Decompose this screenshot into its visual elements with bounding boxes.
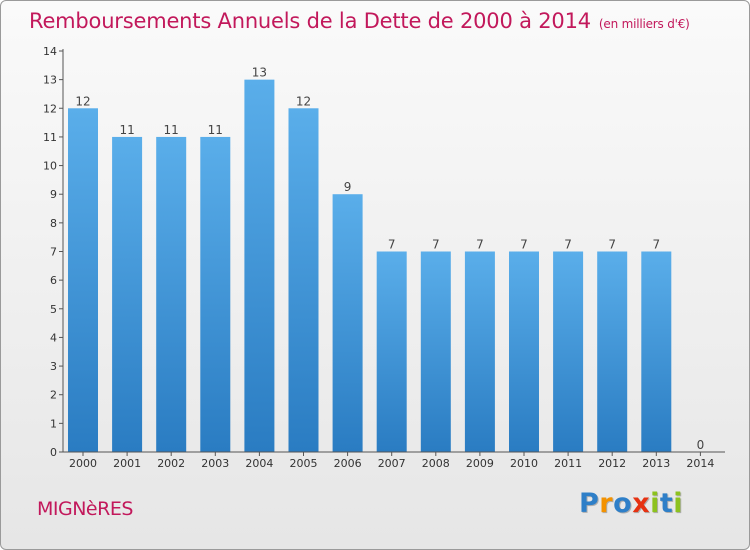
x-tick-label-2003: 2003 [201, 457, 229, 470]
data-label-2006: 9 [344, 180, 352, 194]
x-tick-label-2013: 2013 [642, 457, 670, 470]
data-label-2003: 11 [208, 123, 223, 137]
y-tick-label: 0 [50, 446, 57, 459]
data-label-2007: 7 [388, 238, 396, 252]
data-label-2000: 12 [75, 94, 90, 108]
bars: 12 11 11 11 13 12 9 7 7 7 7 7 7 7 0 [68, 66, 705, 453]
chart-subtitle: (en milliers d'€) [598, 17, 690, 31]
bar-2006 [332, 194, 363, 452]
x-tick-label-2000: 2000 [69, 457, 97, 470]
chart-title-text: Remboursements Annuels de la Dette de 20… [29, 9, 591, 33]
x-tick-label-2002: 2002 [157, 457, 185, 470]
bar-2009 [464, 251, 495, 452]
x-tick-label-2008: 2008 [422, 457, 450, 470]
x-tick-label-2009: 2009 [466, 457, 494, 470]
x-tick-label-2012: 2012 [598, 457, 626, 470]
y-tick-label: 6 [50, 274, 57, 287]
bar-2007 [376, 251, 407, 452]
bar-2005 [288, 108, 319, 453]
y-tick-label: 5 [50, 303, 57, 316]
y-tick-label: 7 [50, 246, 57, 259]
brand-letter: i [673, 488, 684, 519]
bar-2002 [156, 136, 187, 452]
brand-letter: t [659, 488, 674, 519]
brand-letter: i [650, 488, 660, 519]
bar-2001 [112, 136, 143, 452]
brand-letter: P [579, 488, 600, 519]
y-tick-label: 1 [50, 417, 57, 430]
y-tick-label: 10 [43, 160, 57, 173]
bar-2004 [244, 79, 275, 453]
data-label-2012: 7 [608, 238, 616, 252]
x-tick-label-2001: 2001 [113, 457, 141, 470]
y-tick-label: 11 [43, 131, 57, 144]
y-tick-label: 2 [50, 389, 57, 402]
data-label-2001: 11 [119, 123, 134, 137]
bar-2008 [420, 251, 451, 452]
data-label-2011: 7 [564, 238, 572, 252]
x-tick-label-2007: 2007 [378, 457, 406, 470]
bar-2012 [597, 251, 628, 452]
x-tick-label-2006: 2006 [334, 457, 362, 470]
bar-2013 [641, 251, 672, 452]
data-label-2013: 7 [652, 238, 660, 252]
data-label-2009: 7 [476, 238, 484, 252]
x-tick-label-2004: 2004 [245, 457, 273, 470]
brand-letter: x [632, 488, 651, 519]
y-tick-label: 14 [43, 45, 57, 58]
data-label-2014: 0 [697, 438, 705, 452]
y-tick-label: 4 [50, 331, 57, 344]
bar-2010 [509, 251, 539, 452]
y-tick-label: 13 [43, 74, 57, 87]
bar-2003 [200, 136, 231, 452]
x-tick-label-2014: 2014 [686, 457, 714, 470]
bar-2000 [68, 108, 98, 453]
bar-2011 [553, 251, 584, 452]
data-label-2008: 7 [432, 238, 440, 252]
y-tick-label: 8 [50, 217, 57, 230]
commune-name: MIGNèRES [37, 498, 133, 520]
y-tick-label: 3 [50, 360, 57, 373]
data-label-2002: 11 [164, 123, 179, 137]
x-tick-label-2005: 2005 [290, 457, 318, 470]
y-tick-label: 12 [43, 102, 57, 115]
brand-letter: r [599, 488, 614, 519]
x-tick-label-2011: 2011 [554, 457, 582, 470]
x-tick-label-2010: 2010 [510, 457, 538, 470]
y-tick-label: 9 [50, 188, 57, 201]
data-label-2004: 13 [252, 66, 267, 80]
chart-title: Remboursements Annuels de la Dette de 20… [29, 9, 690, 33]
x-axis: 2000 2001 2002 2003 2004 2005 2006 2007 2008 2009… [63, 451, 725, 470]
brand-logo: Proxiti [579, 488, 683, 519]
brand-letter: o [613, 488, 633, 519]
data-label-2005: 12 [296, 94, 311, 108]
data-label-2010: 7 [520, 238, 528, 252]
